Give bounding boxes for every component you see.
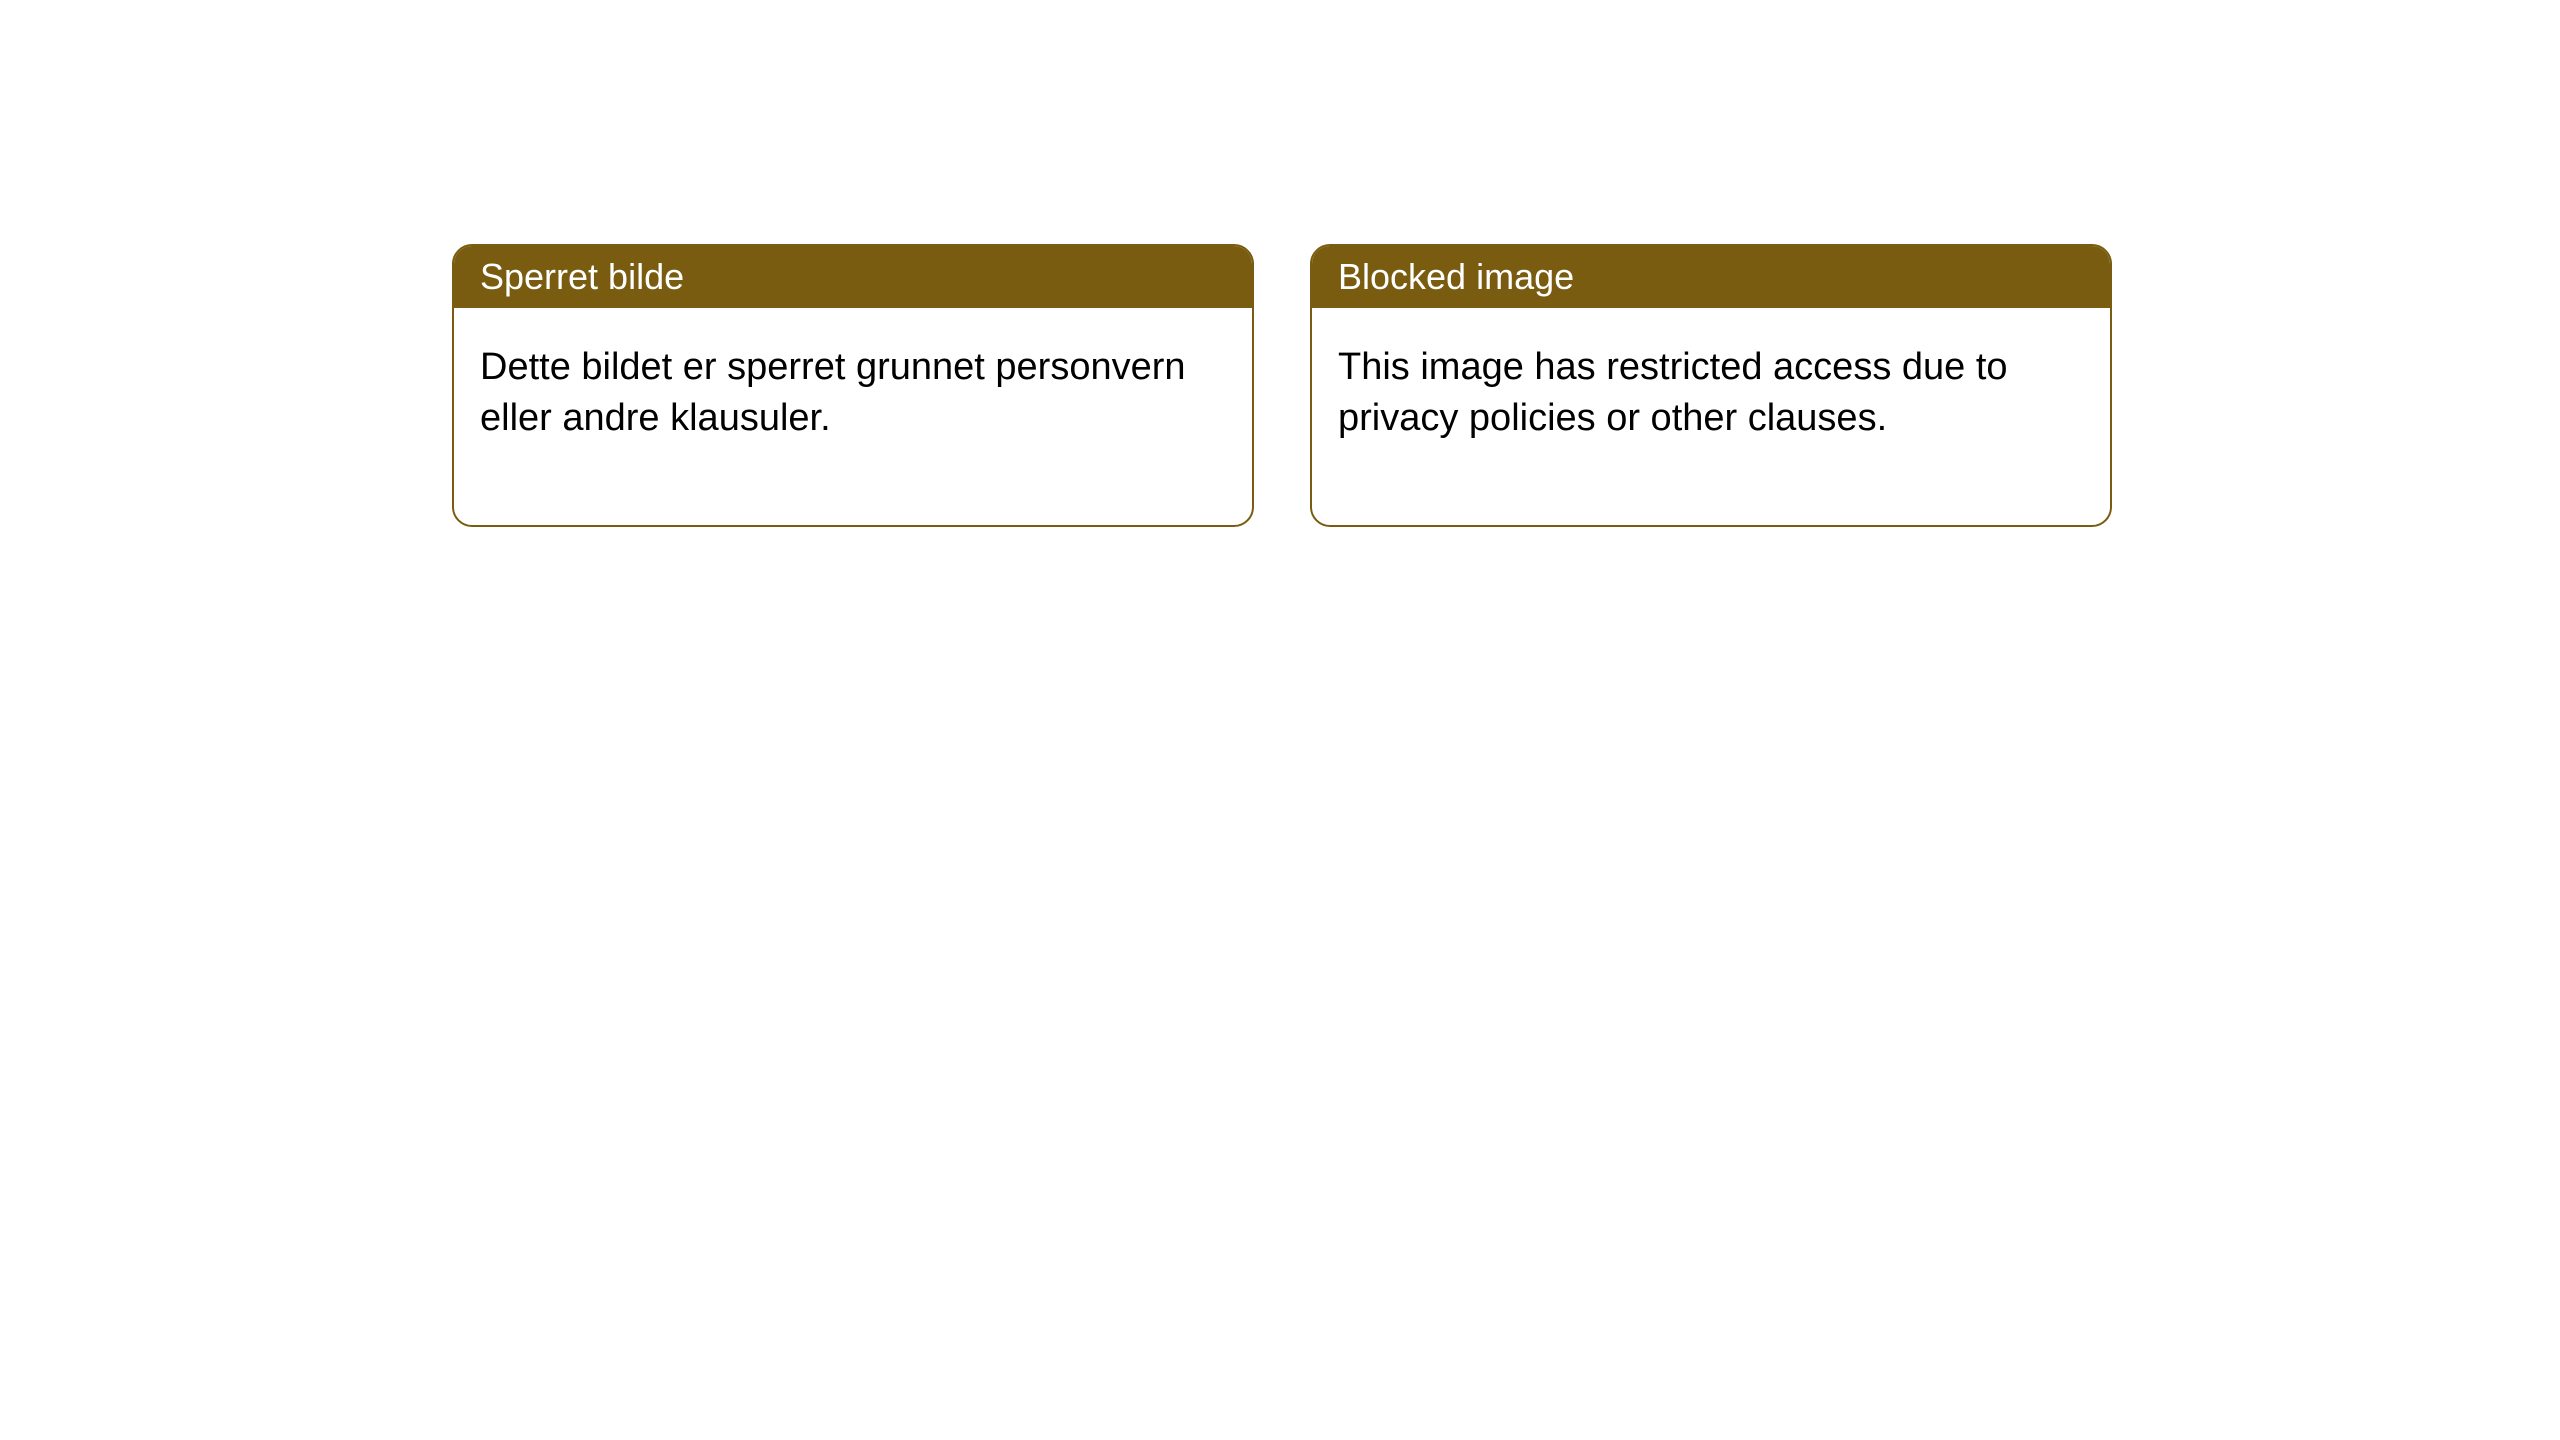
notice-header: Sperret bilde [454, 246, 1252, 308]
notice-body: This image has restricted access due to … [1312, 308, 2110, 525]
notice-header: Blocked image [1312, 246, 2110, 308]
notice-text: This image has restricted access due to … [1338, 346, 2008, 439]
notice-text: Dette bildet er sperret grunnet personve… [480, 346, 1186, 439]
notice-title: Sperret bilde [480, 256, 684, 297]
notice-card-norwegian: Sperret bilde Dette bildet er sperret gr… [452, 244, 1254, 527]
notice-body: Dette bildet er sperret grunnet personve… [454, 308, 1252, 525]
notice-card-english: Blocked image This image has restricted … [1310, 244, 2112, 527]
notices-container: Sperret bilde Dette bildet er sperret gr… [0, 0, 2560, 527]
notice-title: Blocked image [1338, 256, 1574, 297]
